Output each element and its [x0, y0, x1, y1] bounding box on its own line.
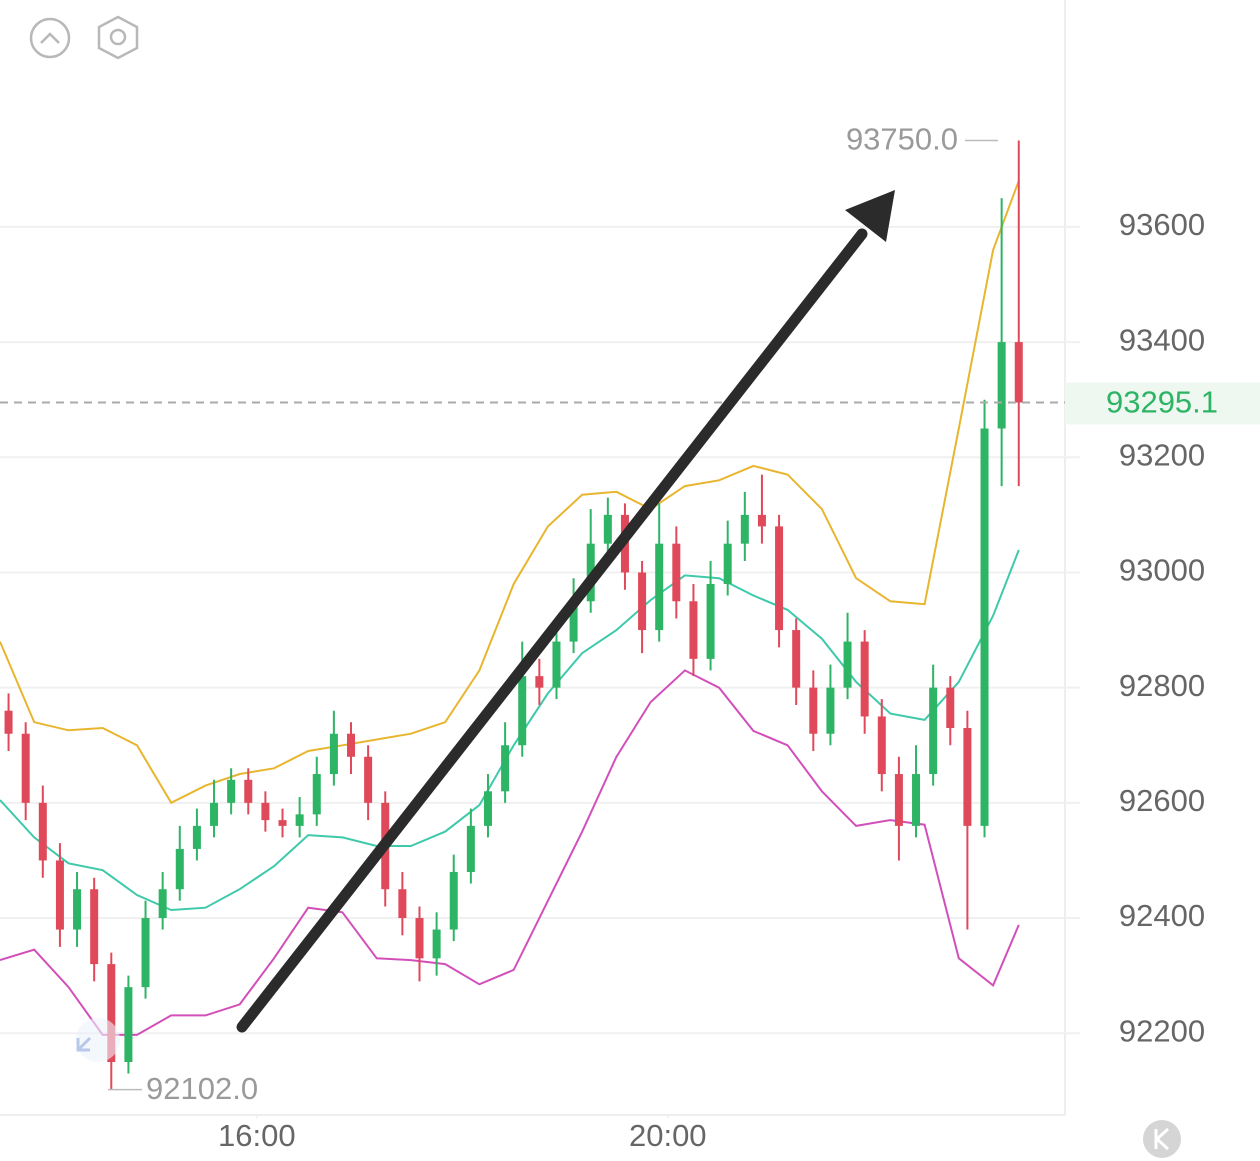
y-tick-label: 93600 [1119, 207, 1205, 242]
candle-body [501, 745, 510, 792]
candle-body [723, 543, 732, 584]
settings-button[interactable] [97, 15, 139, 60]
candle-body [244, 779, 253, 803]
candle-body [449, 871, 458, 930]
last-price-bg [1065, 382, 1260, 425]
candle-body [655, 543, 664, 631]
candles [4, 140, 1023, 1090]
candle-body [877, 716, 886, 775]
y-tick-label: 92800 [1119, 668, 1205, 703]
candle-body [672, 543, 681, 602]
candle-body [347, 733, 356, 757]
k-button-bg[interactable] [1143, 1120, 1181, 1158]
candle-body [90, 889, 99, 965]
candle-body [398, 889, 407, 919]
candle-body [278, 820, 287, 826]
arrow-head [845, 190, 895, 242]
y-tick-label: 93200 [1119, 437, 1205, 472]
arrow-shaft [236, 228, 868, 1033]
candle-body [963, 727, 972, 826]
candle-body [295, 814, 304, 826]
candle-body [912, 774, 921, 826]
candle-body [603, 514, 612, 544]
candle-body [1014, 342, 1023, 403]
candle-body [261, 802, 270, 821]
k-button[interactable] [1143, 1120, 1181, 1158]
trend-arrow [236, 190, 895, 1033]
expand-button[interactable] [76, 1018, 120, 1062]
candle-body [638, 572, 647, 631]
candle-body [124, 987, 133, 1063]
expand-icon-line[interactable] [76, 1036, 92, 1052]
y-tick-label: 92400 [1119, 898, 1205, 933]
candle-body [73, 889, 82, 930]
collapse-button[interactable] [29, 17, 71, 59]
y-tick-label: 92600 [1119, 783, 1205, 818]
band-line [0, 180, 1020, 805]
candle-body [55, 860, 64, 930]
collapse-icon[interactable] [29, 17, 71, 59]
bands [0, 180, 1020, 1036]
candle-body [535, 676, 544, 688]
candle-body [843, 641, 852, 688]
candle-body [757, 514, 766, 527]
candle-body [809, 687, 818, 734]
candle-body [483, 791, 492, 826]
x-tick-label: 16:00 [218, 1118, 296, 1153]
candle-body [929, 687, 938, 775]
candle-body [107, 964, 116, 1063]
candle-body [792, 630, 801, 688]
expand-bg[interactable] [76, 1018, 120, 1062]
x-tick-label: 20:00 [629, 1118, 707, 1153]
candle-body [364, 756, 373, 803]
candle-body [689, 601, 698, 659]
low-marker-label: 92102.0 [146, 1071, 258, 1106]
last-price-label: 93295.1 [1106, 385, 1218, 420]
candle-body [518, 676, 527, 746]
candle-body [894, 774, 903, 826]
high-marker-label: 93750.0 [846, 122, 958, 157]
candle-body [227, 779, 236, 803]
y-tick-label: 93000 [1119, 553, 1205, 588]
settings-dot[interactable] [109, 28, 127, 46]
candle-body [980, 428, 989, 826]
candle-body [552, 641, 561, 688]
candle-body [432, 929, 441, 959]
candle-body [740, 514, 749, 544]
y-tick-label: 92200 [1119, 1013, 1205, 1048]
candle-body [4, 710, 13, 734]
candle-body [158, 889, 167, 919]
candle-body [175, 848, 184, 890]
candle-body [860, 641, 869, 717]
candle-body [706, 583, 715, 659]
grid: 92200 92400 92600 92800 93000 93200 93400 93600… [0, 207, 1205, 1153]
band-line [0, 669, 1020, 1036]
band-line [0, 549, 1020, 912]
candle-body [946, 687, 955, 728]
candle-body [141, 918, 150, 988]
y-tick-label: 93400 [1119, 322, 1205, 357]
settings-icon[interactable] [97, 15, 139, 60]
candle-body [21, 733, 30, 803]
candle-body [415, 918, 424, 959]
candle-body [312, 774, 321, 815]
chevron-up[interactable] [40, 32, 60, 44]
candle-body [997, 342, 1006, 429]
candle-body [38, 802, 47, 861]
k-glyph[interactable] [1154, 1127, 1170, 1151]
candle-body [466, 825, 475, 872]
candle-body [569, 601, 578, 642]
candle-body [775, 526, 784, 631]
candle-body [826, 687, 835, 734]
candle-body [329, 733, 338, 775]
overlay: 93295.1 93750.0 92102.0 [0, 122, 1260, 1106]
candle-body [192, 825, 201, 849]
candle-body [210, 802, 219, 826]
